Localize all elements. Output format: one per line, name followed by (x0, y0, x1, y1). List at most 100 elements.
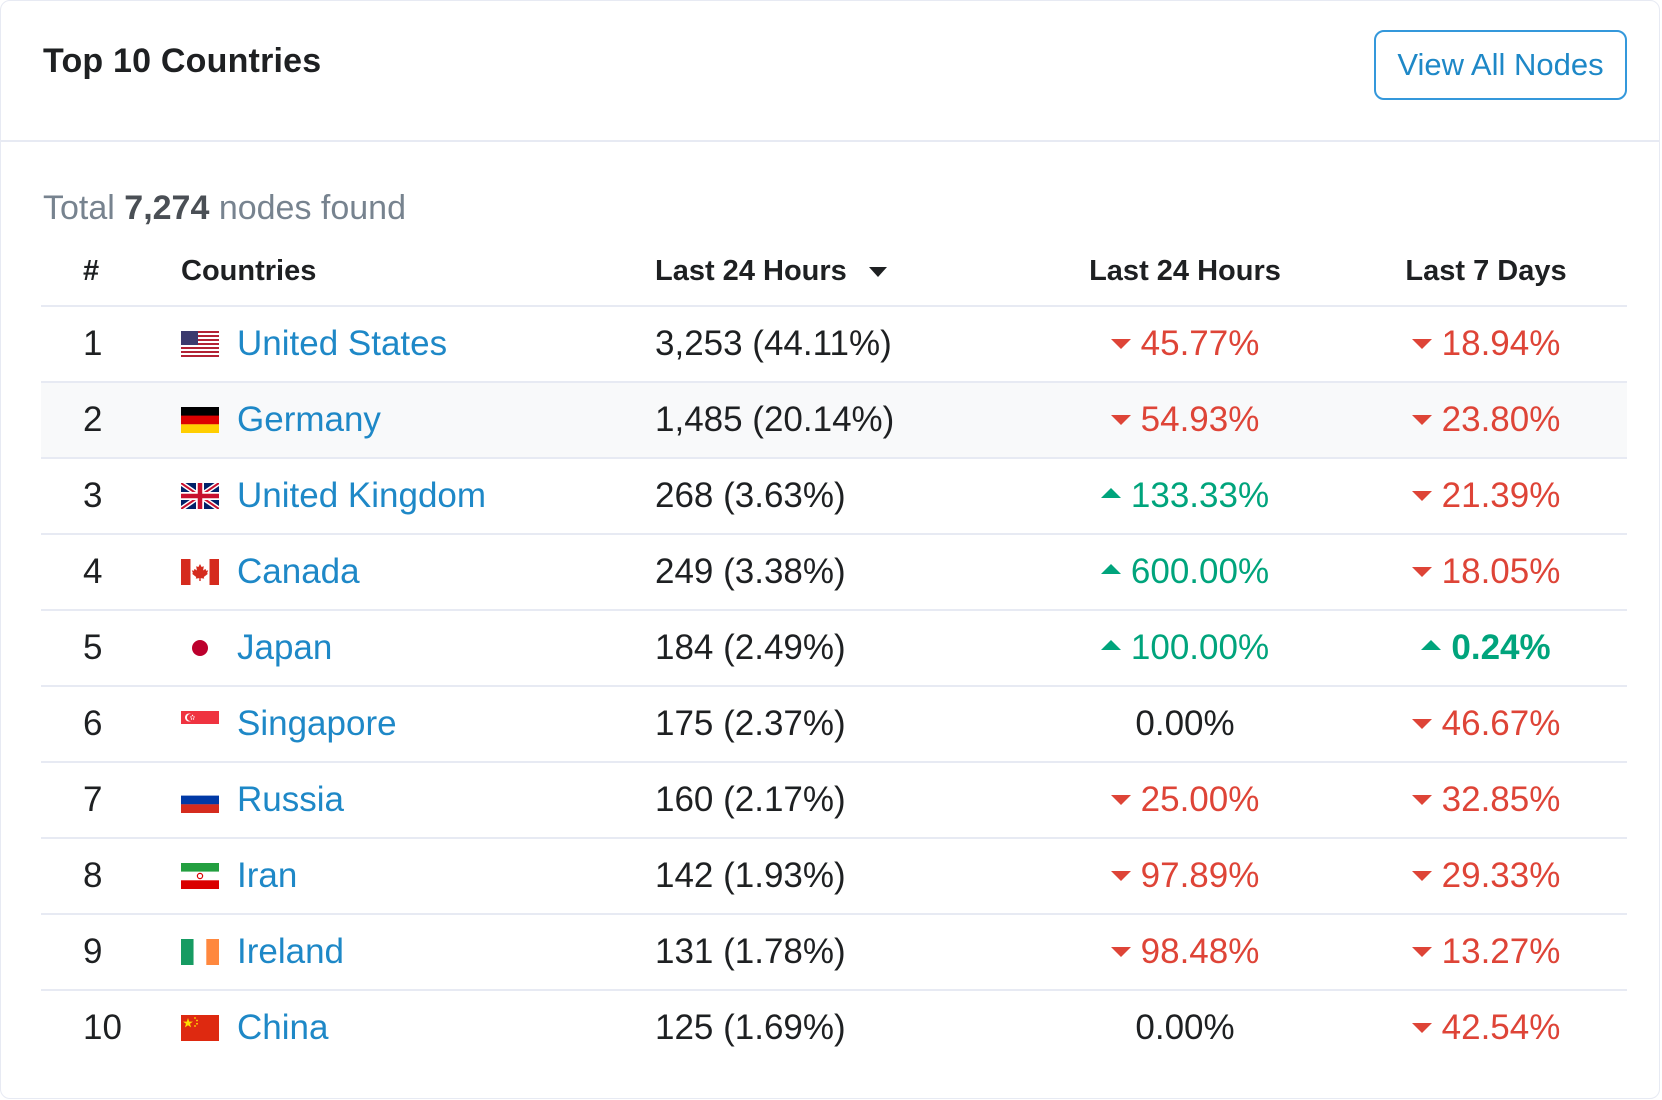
header-last-24-hours-sortable[interactable]: Last 24 Hours (655, 237, 1025, 307)
node-count-cell: 175 (2.37%) (655, 686, 1025, 763)
country-cell: Japan (181, 610, 655, 687)
ie-flag-icon (181, 938, 219, 965)
country-link[interactable]: Ireland (237, 932, 345, 971)
gb-flag-icon (181, 482, 219, 509)
change-text: 100.00% (1130, 628, 1270, 667)
country-cell: United States (181, 306, 655, 383)
trend-down-icon (1110, 870, 1131, 881)
table-row: 5 Japan 184 (2.49%) 100.00% 0.24% (41, 610, 1627, 687)
trend-down-icon (1411, 414, 1432, 425)
country-link[interactable]: United States (237, 324, 448, 363)
rank-cell: 8 (41, 838, 181, 915)
change-24h-cell: 25.00% (1025, 762, 1345, 839)
header-rank: # (41, 237, 181, 307)
change-7d-cell: 0.24% (1345, 610, 1627, 687)
table-body: 1 United States 3,253 (44.11%) 45.77% 18.94%… (41, 306, 1627, 1065)
us-flag-icon (181, 330, 219, 357)
change-text: 45.77% (1140, 324, 1260, 363)
node-count-cell: 142 (1.93%) (655, 838, 1025, 915)
change-24h-value: 25.00% (1110, 780, 1260, 820)
change-7d-cell: 32.85% (1345, 762, 1627, 839)
change-24h-value: 98.48% (1110, 932, 1259, 972)
sort-descending-icon[interactable] (868, 266, 887, 277)
country-link[interactable]: Russia (237, 780, 344, 819)
trend-down-icon (1411, 946, 1432, 957)
change-24h-cell: 0.00% (1025, 686, 1345, 763)
trend-down-icon (1411, 490, 1432, 501)
country-link[interactable]: Germany (237, 400, 381, 439)
node-count-cell: 268 (3.63%) (655, 458, 1025, 535)
country-link[interactable]: Iran (237, 856, 298, 895)
node-count-cell: 249 (3.38%) (655, 534, 1025, 611)
header-count-label: Last 24 Hours (655, 254, 847, 287)
change-7d-cell: 18.05% (1345, 534, 1627, 611)
country-cell: Ireland (181, 914, 655, 991)
total-nodes-count: 7,274 (124, 189, 210, 227)
change-7d-value: 23.80% (1411, 400, 1560, 440)
country-cell: China (181, 990, 655, 1065)
change-24h-cell: 98.48% (1025, 914, 1345, 991)
trend-up-icon (1100, 487, 1121, 498)
change-text: 13.27% (1441, 932, 1561, 971)
table-row: 1 United States 3,253 (44.11%) 45.77% 18.94% (41, 306, 1627, 383)
ca-flag-icon (181, 558, 219, 585)
change-7d-cell: 23.80% (1345, 382, 1627, 459)
change-7d-value: 29.33% (1411, 856, 1560, 896)
change-text: 18.05% (1441, 552, 1561, 591)
country-cell: United Kingdom (181, 458, 655, 535)
table-row: 3 United Kingdom 268 (3.63%) 133.33% 21.39% (41, 458, 1627, 535)
rank-cell: 1 (41, 306, 181, 383)
rank-cell: 5 (41, 610, 181, 687)
view-all-nodes-button[interactable]: View All Nodes (1374, 30, 1627, 100)
ru-flag-icon (181, 786, 219, 813)
change-text: 54.93% (1140, 400, 1260, 439)
country-link[interactable]: United Kingdom (237, 476, 487, 515)
trend-down-icon (1411, 338, 1432, 349)
rank-cell: 9 (41, 914, 181, 991)
change-24h-value: 97.89% (1110, 856, 1259, 896)
change-text: 25.00% (1140, 780, 1260, 819)
change-text: 46.67% (1441, 704, 1561, 743)
trend-down-icon (1411, 1022, 1432, 1033)
table-row: 8 Iran 142 (1.93%) 97.89% 29.33% (41, 838, 1627, 915)
change-7d-cell: 13.27% (1345, 914, 1627, 991)
node-count-cell: 184 (2.49%) (655, 610, 1025, 687)
change-7d-value: 13.27% (1411, 932, 1561, 972)
trend-down-icon (1110, 414, 1131, 425)
country-link[interactable]: China (237, 1008, 329, 1047)
change-24h-cell: 97.89% (1025, 838, 1345, 915)
change-24h-cell: 100.00% (1025, 610, 1345, 687)
table-row: 2 Germany 1,485 (20.14%) 54.93% 23.80% (41, 382, 1627, 459)
change-24h-value: 0.00% (1135, 1008, 1234, 1048)
change-7d-value: 18.94% (1411, 324, 1561, 364)
trend-down-icon (1110, 794, 1131, 805)
rank-cell: 2 (41, 382, 181, 459)
table-row: 10 China 125 (1.69%) 0.00% 42.54% (41, 990, 1627, 1065)
country-cell: Iran (181, 838, 655, 915)
change-text: 32.85% (1441, 780, 1561, 819)
rank-cell: 7 (41, 762, 181, 839)
header-change-24h: Last 24 Hours (1025, 237, 1345, 307)
trend-up-icon (1100, 639, 1121, 650)
change-7d-cell: 29.33% (1345, 838, 1627, 915)
change-24h-value: 45.77% (1110, 324, 1260, 364)
change-text: 18.94% (1441, 324, 1561, 363)
table-row: 4 Canada 249 (3.38%) 600.00% 18.05% (41, 534, 1627, 611)
country-link[interactable]: Canada (237, 552, 360, 591)
change-text: 42.54% (1441, 1008, 1561, 1047)
rank-cell: 6 (41, 686, 181, 763)
node-count-cell: 131 (1.78%) (655, 914, 1025, 991)
de-flag-icon (181, 406, 219, 433)
change-text: 600.00% (1130, 552, 1270, 591)
rank-cell: 4 (41, 534, 181, 611)
summary-suffix: nodes found (218, 189, 406, 227)
country-cell: Canada (181, 534, 655, 611)
summary-prefix: Total (43, 189, 115, 227)
change-24h-cell: 600.00% (1025, 534, 1345, 611)
country-link[interactable]: Singapore (237, 704, 397, 743)
trend-down-icon (1110, 338, 1131, 349)
change-text: 21.39% (1441, 476, 1561, 515)
country-link[interactable]: Japan (237, 628, 333, 667)
sg-flag-icon (181, 710, 219, 737)
countries-table: # Countries Last 24 Hours Last 24 Hours … (41, 237, 1627, 1065)
